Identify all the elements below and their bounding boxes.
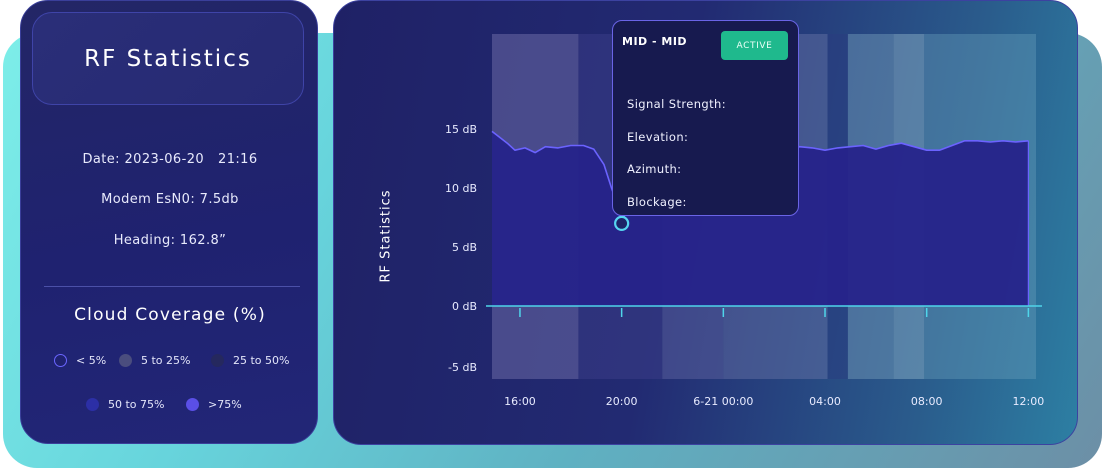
x-tick-label: 16:00: [504, 395, 536, 408]
tooltip-title: MID - MID: [622, 35, 688, 48]
date-line: Date: 2023-06-20 21:16: [21, 152, 319, 167]
y-tick-label: 5 dB: [452, 241, 477, 254]
legend-item-5-25[interactable]: 5 to 25%: [119, 354, 190, 367]
x-tick-label: 08:00: [911, 395, 943, 408]
y-tick-label: 15 dB: [445, 123, 477, 136]
legend-item-gt75[interactable]: >75%: [186, 398, 242, 411]
legend-label: 5 to 25%: [141, 354, 191, 367]
panel-title: RF Statistics: [84, 45, 252, 72]
panel-title-box: RF Statistics: [32, 12, 304, 105]
date-label: Date:: [82, 152, 120, 167]
modem-esn0: Modem EsN0: 7.5db: [101, 192, 239, 207]
y-axis-ticks: 15 dB 10 dB 5 dB 0 dB -5 dB: [445, 123, 477, 374]
tooltip-elevation: Elevation:: [627, 130, 689, 144]
x-tick-label: 04:00: [809, 395, 841, 408]
highlight-marker: [614, 215, 630, 231]
y-tick-label: 10 dB: [445, 182, 477, 195]
tooltip: MID - MID ACTIVE Signal Strength: Elevat…: [612, 20, 799, 216]
x-axis-ticks: 16:00 20:00 6-21 00:00 04:00 08:00 12:00: [504, 308, 1044, 408]
legend-label: < 5%: [76, 354, 107, 367]
tooltip-blockage: Blockage:: [627, 195, 687, 209]
legend-item-lt5[interactable]: < 5%: [54, 354, 106, 367]
legend-label: 25 to 50%: [233, 354, 290, 367]
legend-label: 50 to 75%: [108, 398, 165, 411]
y-tick-label: 0 dB: [452, 300, 477, 313]
divider: [44, 286, 300, 287]
time-value: 21:16: [218, 152, 258, 167]
highlight-marker-layer: [614, 215, 630, 231]
legend-item-50-75[interactable]: 50 to 75%: [86, 398, 164, 411]
legend-dot-5-25: [119, 354, 132, 367]
signal-area: [492, 131, 1029, 306]
legend-label: >75%: [208, 398, 242, 411]
heading-value: Heading: 162.8”: [113, 233, 227, 248]
legend-dot-gt75: [186, 398, 199, 411]
date-value: 2023-06-20: [124, 152, 205, 167]
legend-dot-25-50: [211, 354, 224, 367]
y-tick-label: -5 dB: [448, 361, 477, 374]
x-tick-label: 12:00: [1013, 395, 1045, 408]
tooltip-signal-strength: Signal Strength:: [627, 97, 727, 111]
status-badge: ACTIVE: [721, 31, 788, 60]
tooltip-azimuth: Azimuth:: [627, 162, 682, 176]
y-axis-title: RF Statistics: [378, 189, 394, 283]
cloud-coverage-title: Cloud Coverage (%): [74, 305, 266, 325]
legend-item-25-50[interactable]: 25 to 50%: [211, 354, 289, 367]
rf-chart-panel: 15 dB 10 dB 5 dB 0 dB -5 dB 16:00 20:00 6-21 0…: [333, 0, 1078, 445]
x-tick-label: 6-21 00:00: [693, 395, 753, 408]
x-tick-label: 20:00: [606, 395, 638, 408]
legend-dot-lt5: [54, 354, 67, 367]
rf-info-panel: RF Statistics Date: 2023-06-20 21:16 Mode…: [20, 0, 318, 444]
legend-dot-50-75: [86, 398, 99, 411]
